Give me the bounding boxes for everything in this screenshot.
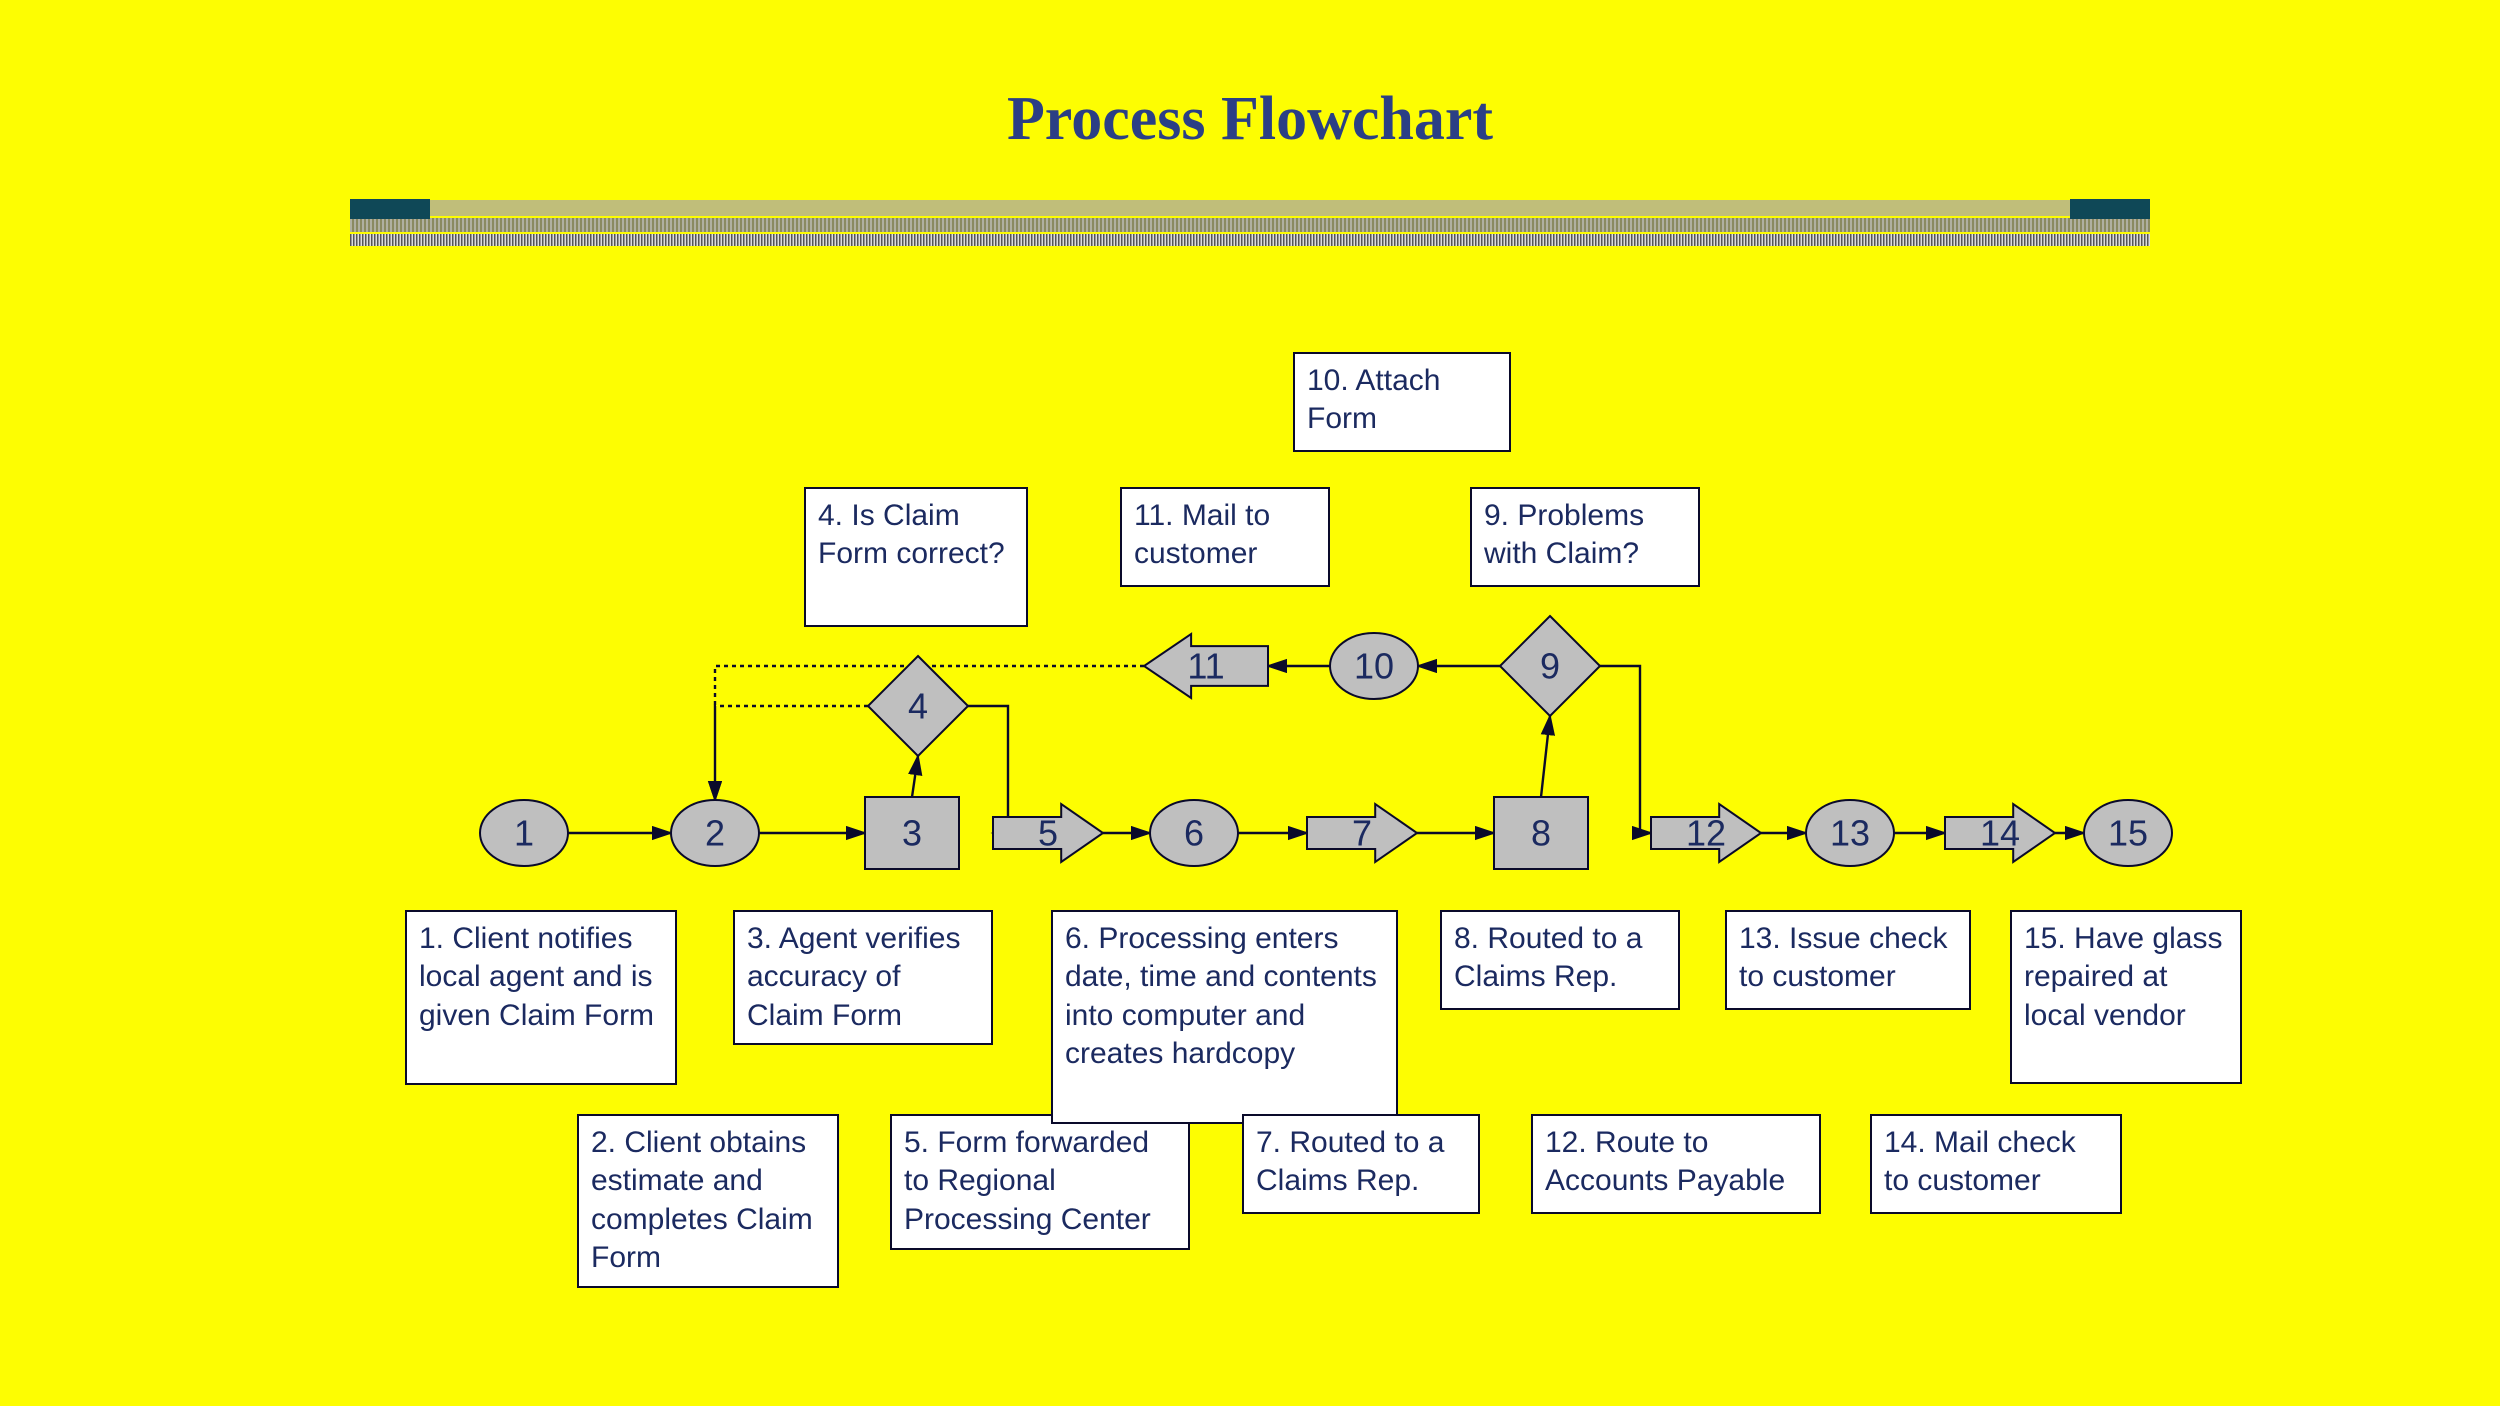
- flow-description: 10. Attach Form: [1293, 352, 1511, 452]
- flow-description: 8. Routed to a Claims Rep.: [1440, 910, 1680, 1010]
- flow-description: 2. Client obtains estimate and completes…: [577, 1114, 839, 1288]
- flow-description: 5. Form forwarded to Regional Processing…: [890, 1114, 1190, 1250]
- flow-node-number: 4: [908, 686, 928, 727]
- flow-node-number: 2: [705, 813, 725, 854]
- flow-node-number: 13: [1830, 813, 1870, 854]
- flow-node-number: 11: [1187, 646, 1224, 687]
- flow-node-number: 3: [902, 813, 922, 854]
- flow-node-number: 5: [1038, 813, 1058, 854]
- flow-description: 14. Mail check to customer: [1870, 1114, 2122, 1214]
- flow-description: 13. Issue check to customer: [1725, 910, 1971, 1010]
- flow-description: 15. Have glass repaired at local vendor: [2010, 910, 2242, 1084]
- flow-description: 4. Is Claim Form correct?: [804, 487, 1028, 627]
- flow-node-number: 7: [1352, 813, 1372, 854]
- flow-description: 1. Client notifies local agent and is gi…: [405, 910, 677, 1085]
- flow-description: 6. Processing enters date, time and cont…: [1051, 910, 1398, 1124]
- flow-description: 12. Route to Accounts Payable: [1531, 1114, 1821, 1214]
- flow-node-number: 6: [1184, 813, 1204, 854]
- flow-description: 11. Mail to customer: [1120, 487, 1330, 587]
- flow-node-number: 10: [1354, 646, 1394, 687]
- flow-node-number: 15: [2108, 813, 2148, 854]
- flow-node-number: 9: [1540, 646, 1560, 687]
- flow-description: 3. Agent verifies accuracy of Claim Form: [733, 910, 993, 1045]
- flow-node-number: 14: [1980, 813, 2020, 854]
- flowchart-stage: Process Flowchart 123456789101112131415 …: [0, 0, 2500, 1406]
- nodes: 123456789101112131415: [480, 616, 2172, 869]
- flow-description: 9. Problems with Claim?: [1470, 487, 1700, 587]
- flow-node-number: 12: [1686, 813, 1726, 854]
- flow-node-number: 8: [1531, 813, 1551, 854]
- flow-description: 7. Routed to a Claims Rep.: [1242, 1114, 1480, 1214]
- flow-node-number: 1: [514, 813, 534, 854]
